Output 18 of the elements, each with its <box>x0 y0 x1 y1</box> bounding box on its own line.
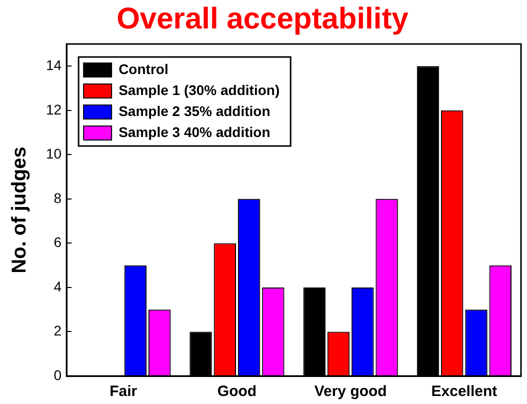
y-tick-label: 10 <box>46 146 62 162</box>
legend-label: Sample 1 (30% addition) <box>118 82 280 98</box>
x-tick-label: Good <box>217 383 257 400</box>
y-axis-title: No. of judges <box>8 146 31 274</box>
chart-title: Overall acceptability <box>116 2 409 36</box>
x-tick-label: Fair <box>110 383 138 400</box>
y-tick-label: 8 <box>54 190 62 206</box>
legend-label: Control <box>118 60 168 77</box>
y-tick-label: 2 <box>54 322 62 339</box>
x-tick-label: Excellent <box>431 383 498 400</box>
y-tick-label: 14 <box>46 56 62 73</box>
y-tick-label: 0 <box>54 366 62 383</box>
x-tick-label: Very good <box>314 383 387 400</box>
y-tick-label: 6 <box>54 234 62 250</box>
legend-label: Sample 3 40% addition <box>118 124 270 140</box>
y-tick-label: 12 <box>46 101 62 118</box>
y-tick-label: 4 <box>54 278 62 294</box>
legend-label: Sample 2 35% addition <box>118 102 270 119</box>
